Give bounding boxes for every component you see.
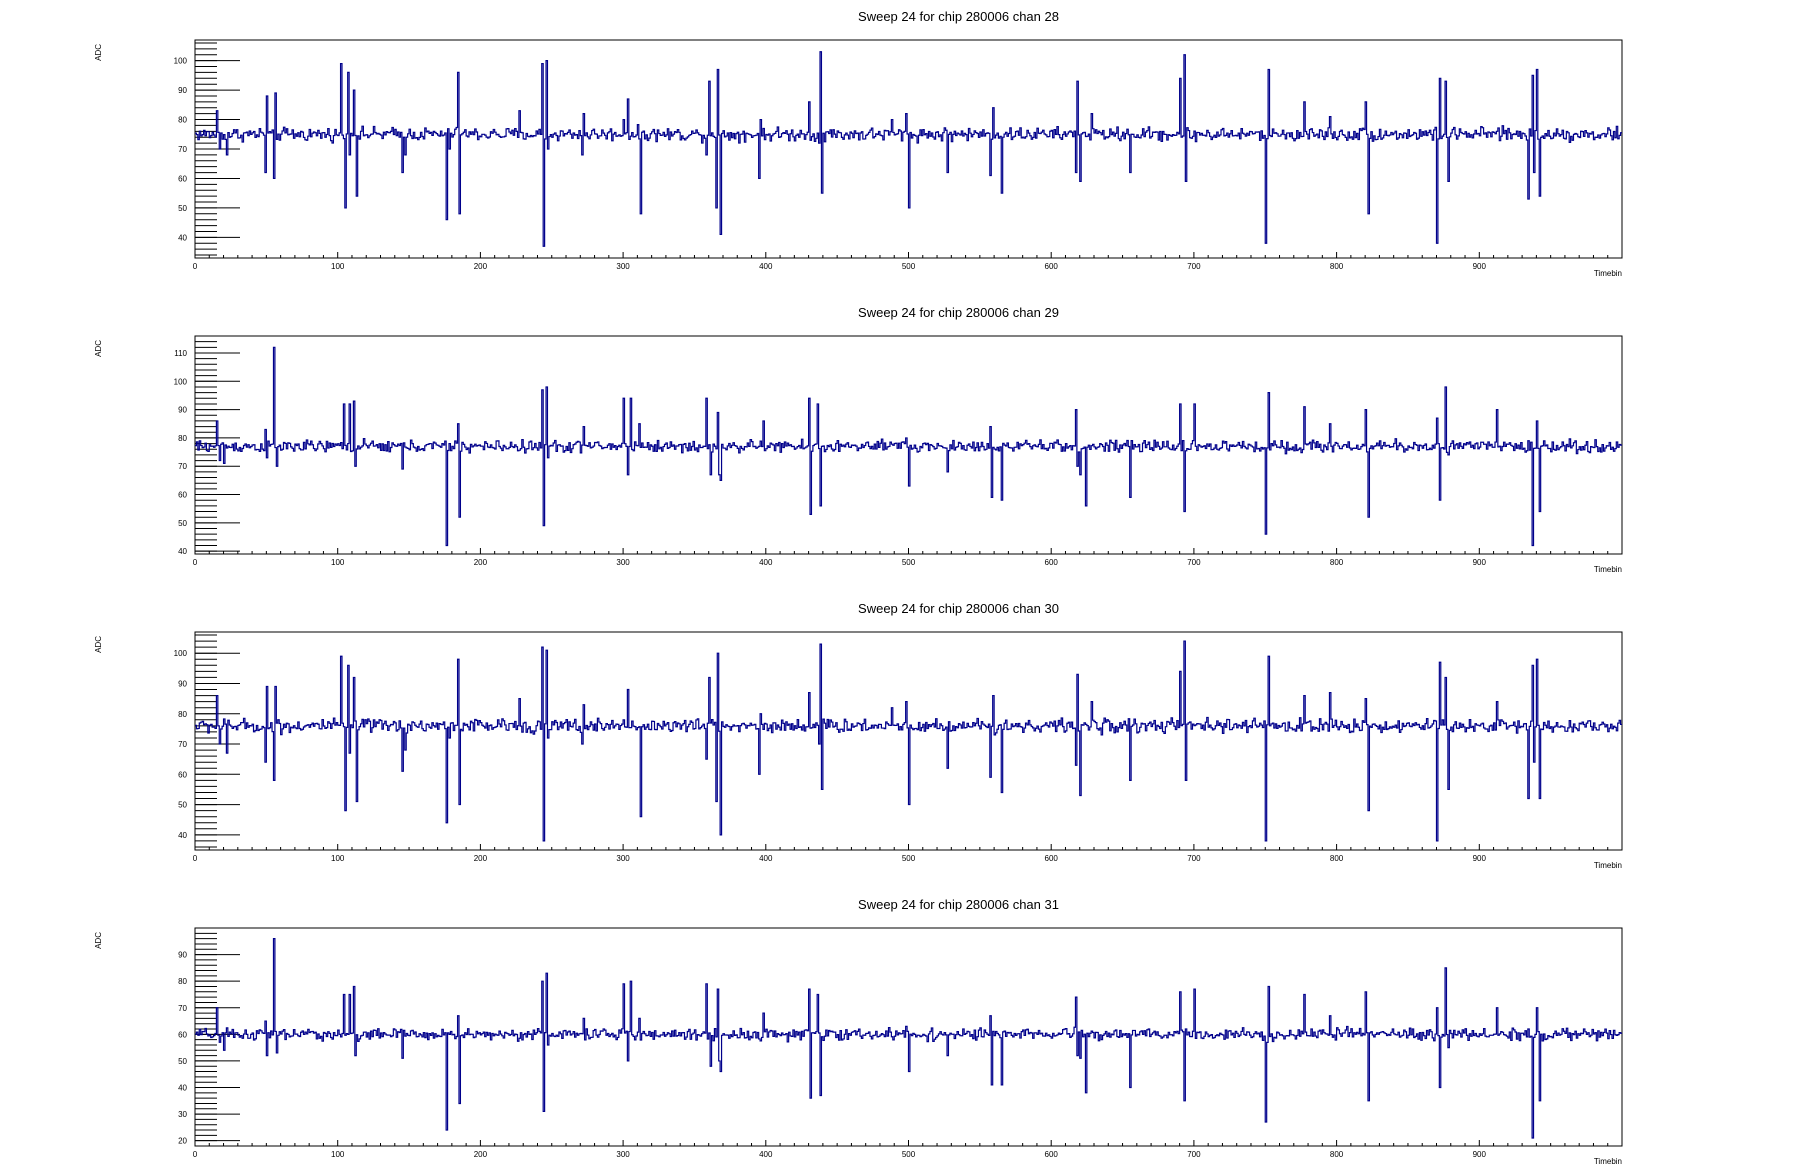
y-tick-label: 70 (178, 462, 187, 471)
x-tick-label: 0 (193, 558, 198, 567)
x-axis-label: Timebin (1594, 861, 1622, 870)
y-tick-label: 90 (178, 406, 187, 415)
x-tick-label: 700 (1187, 262, 1201, 271)
x-tick-label: 400 (759, 1150, 773, 1159)
y-tick-label: 40 (178, 547, 187, 556)
y-tick-label: 100 (174, 649, 188, 658)
series-line (195, 640, 1622, 842)
y-tick-label: 100 (174, 377, 188, 386)
x-tick-label: 800 (1330, 1150, 1344, 1159)
y-tick-label: 90 (178, 679, 187, 688)
x-tick-label: 900 (1473, 854, 1487, 863)
x-tick-label: 600 (1045, 1150, 1059, 1159)
y-tick-label: 40 (178, 233, 187, 242)
x-tick-label: 300 (616, 854, 630, 863)
x-tick-label: 300 (616, 1150, 630, 1159)
x-tick-label: 800 (1330, 558, 1344, 567)
y-axis-label: ADC (94, 932, 103, 949)
x-tick-label: 0 (193, 1150, 198, 1159)
y-tick-label: 50 (178, 519, 187, 528)
y-tick-label: 30 (178, 1110, 187, 1119)
y-tick-label: 110 (174, 349, 187, 358)
x-tick-label: 600 (1045, 262, 1059, 271)
x-tick-label: 500 (902, 1150, 916, 1159)
x-tick-label: 500 (902, 854, 916, 863)
y-tick-label: 60 (178, 1030, 187, 1039)
chart-title: Sweep 24 for chip 280006 chan 31 (858, 897, 1059, 912)
x-tick-label: 600 (1045, 854, 1059, 863)
y-axis-label: ADC (94, 636, 103, 653)
x-tick-label: 100 (331, 854, 345, 863)
x-tick-label: 300 (616, 558, 630, 567)
y-tick-label: 40 (178, 1084, 187, 1093)
x-tick-label: 200 (474, 1150, 488, 1159)
x-tick-label: 100 (331, 558, 345, 567)
x-tick-label: 800 (1330, 262, 1344, 271)
series-line (195, 51, 1622, 247)
y-tick-label: 80 (178, 710, 187, 719)
x-tick-label: 100 (331, 1150, 345, 1159)
x-axis-label: Timebin (1594, 1157, 1622, 1166)
y-tick-label: 90 (178, 86, 187, 95)
x-tick-label: 0 (193, 854, 198, 863)
chart-panel-1: Sweep 24 for chip 280006 chan 28 ADC Timeb… (94, 9, 1623, 278)
x-tick-label: 400 (759, 262, 773, 271)
y-tick-label: 70 (178, 1004, 187, 1013)
x-tick-label: 700 (1187, 854, 1201, 863)
y-axis-label: ADC (94, 44, 103, 61)
y-tick-label: 50 (178, 204, 187, 213)
y-tick-label: 80 (178, 977, 187, 986)
x-tick-label: 800 (1330, 854, 1344, 863)
y-axis-label: ADC (94, 340, 103, 357)
y-tick-label: 100 (174, 57, 188, 66)
x-axis-label: Timebin (1594, 269, 1622, 278)
y-tick-label: 50 (178, 801, 187, 810)
x-tick-label: 400 (759, 558, 773, 567)
y-tick-label: 60 (178, 770, 187, 779)
series-line (195, 938, 1622, 1139)
x-axis-label: Timebin (1594, 565, 1622, 574)
y-tick-label: 70 (178, 145, 187, 154)
y-tick-label: 80 (178, 116, 187, 125)
chart-title: Sweep 24 for chip 280006 chan 30 (858, 601, 1059, 616)
x-tick-label: 300 (616, 262, 630, 271)
chart-title: Sweep 24 for chip 280006 chan 28 (858, 9, 1059, 24)
plot-frame (194, 335, 1623, 555)
y-tick-label: 90 (178, 951, 187, 960)
chart-title: Sweep 24 for chip 280006 chan 29 (858, 305, 1059, 320)
x-tick-label: 900 (1473, 1150, 1487, 1159)
x-tick-label: 400 (759, 854, 773, 863)
series-line (195, 346, 1622, 547)
y-tick-label: 70 (178, 740, 187, 749)
x-tick-label: 700 (1187, 1150, 1201, 1159)
y-tick-label: 60 (178, 491, 187, 500)
x-tick-label: 0 (193, 262, 198, 271)
x-tick-label: 200 (474, 558, 488, 567)
x-tick-label: 100 (331, 262, 345, 271)
y-tick-label: 80 (178, 434, 187, 443)
y-tick-label: 20 (178, 1137, 187, 1146)
x-tick-label: 500 (902, 558, 916, 567)
y-tick-label: 40 (178, 831, 187, 840)
x-tick-label: 700 (1187, 558, 1201, 567)
y-tick-label: 50 (178, 1057, 187, 1066)
x-tick-label: 200 (474, 262, 488, 271)
x-tick-label: 600 (1045, 558, 1059, 567)
chart-panel-3: Sweep 24 for chip 280006 chan 30 ADC Timeb… (94, 601, 1623, 870)
x-tick-label: 900 (1473, 262, 1487, 271)
chart-panel-4: Sweep 24 for chip 280006 chan 31 ADC Timeb… (94, 897, 1623, 1166)
x-tick-label: 900 (1473, 558, 1487, 567)
y-tick-label: 60 (178, 174, 187, 183)
x-tick-label: 500 (902, 262, 916, 271)
x-tick-label: 200 (474, 854, 488, 863)
chart-panel-2: Sweep 24 for chip 280006 chan 29 ADC Timeb… (94, 305, 1623, 574)
